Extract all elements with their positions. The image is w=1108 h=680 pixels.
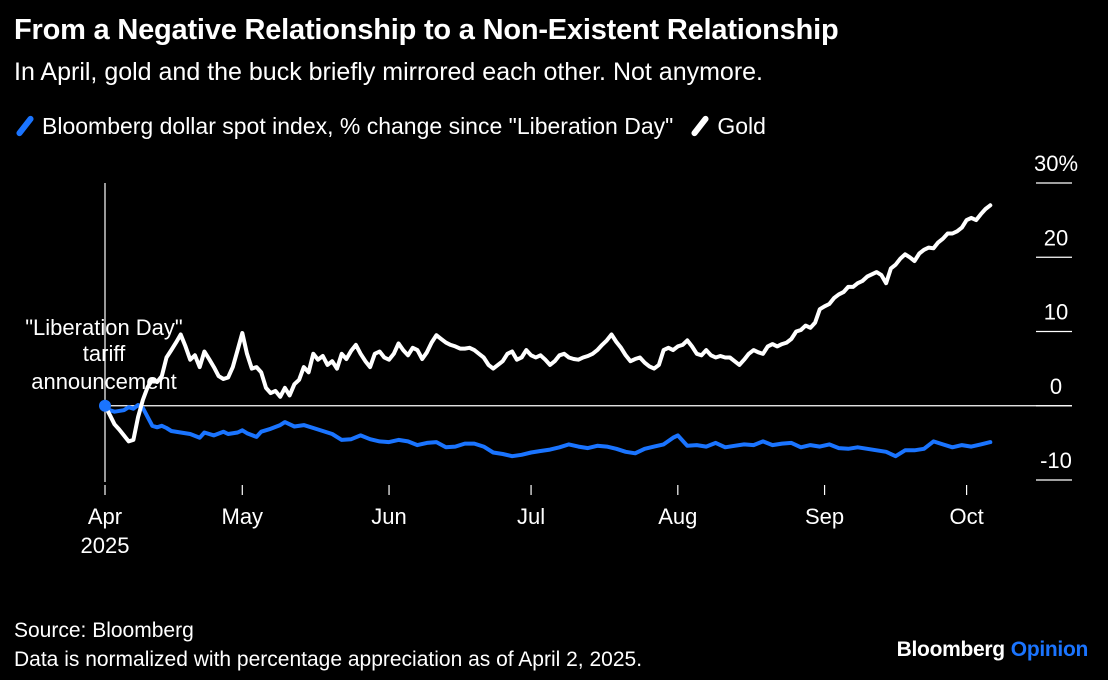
annotation-text: tariff <box>83 341 126 366</box>
annotation-text: announcement <box>31 369 177 394</box>
y-tick-label: 30% <box>1034 151 1078 176</box>
y-tick-label: 10 <box>1044 300 1068 325</box>
legend-item-dollar: Bloomberg dollar spot index, % change si… <box>14 113 673 140</box>
gold-series-line <box>103 203 993 444</box>
brand-name: Bloomberg <box>896 638 1005 661</box>
x-tick-label: May <box>222 504 264 529</box>
liberation-day-marker <box>99 399 111 412</box>
x-tick-label: Apr <box>88 504 122 529</box>
data-note: Data is normalized with percentage appre… <box>14 648 643 671</box>
legend-item-gold: Gold <box>689 113 766 140</box>
y-tick-label: 0 <box>1050 374 1062 399</box>
y-tick-label: 20 <box>1044 225 1068 250</box>
bloomberg-opinion-logo: Bloomberg Opinion <box>896 638 1089 662</box>
x-tick-label: Aug <box>658 504 697 529</box>
source-note: Source: Bloomberg <box>14 619 194 642</box>
line-chart: 30% 20 10 0 -10 Apr 2025 May Jun Jul Aug Sep Oct "Lib… <box>25 151 1078 558</box>
annotation-text: "Liberation Day" <box>25 315 182 340</box>
chart-subtitle: In April, gold and the buck briefly mirr… <box>14 58 763 86</box>
chart-title: From a Negative Relationship to a Non-Ex… <box>14 14 839 46</box>
x-tick-sublabel: 2025 <box>81 533 130 558</box>
x-tick-label: Sep <box>805 504 844 529</box>
brand-suffix: Opinion <box>1010 638 1089 661</box>
x-tick-label: Jun <box>371 504 406 529</box>
dollar-series-line <box>103 403 993 459</box>
legend-label-gold: Gold <box>717 112 766 139</box>
y-tick-label: -10 <box>1040 448 1072 473</box>
footer: Source: Bloomberg Data is normalized wit… <box>14 616 642 674</box>
x-tick-label: Oct <box>949 504 983 529</box>
legend-label-dollar: Bloomberg dollar spot index, % change si… <box>42 112 674 139</box>
legend: Bloomberg dollar spot index, % change si… <box>14 110 782 142</box>
x-tick-label: Jul <box>517 504 545 529</box>
